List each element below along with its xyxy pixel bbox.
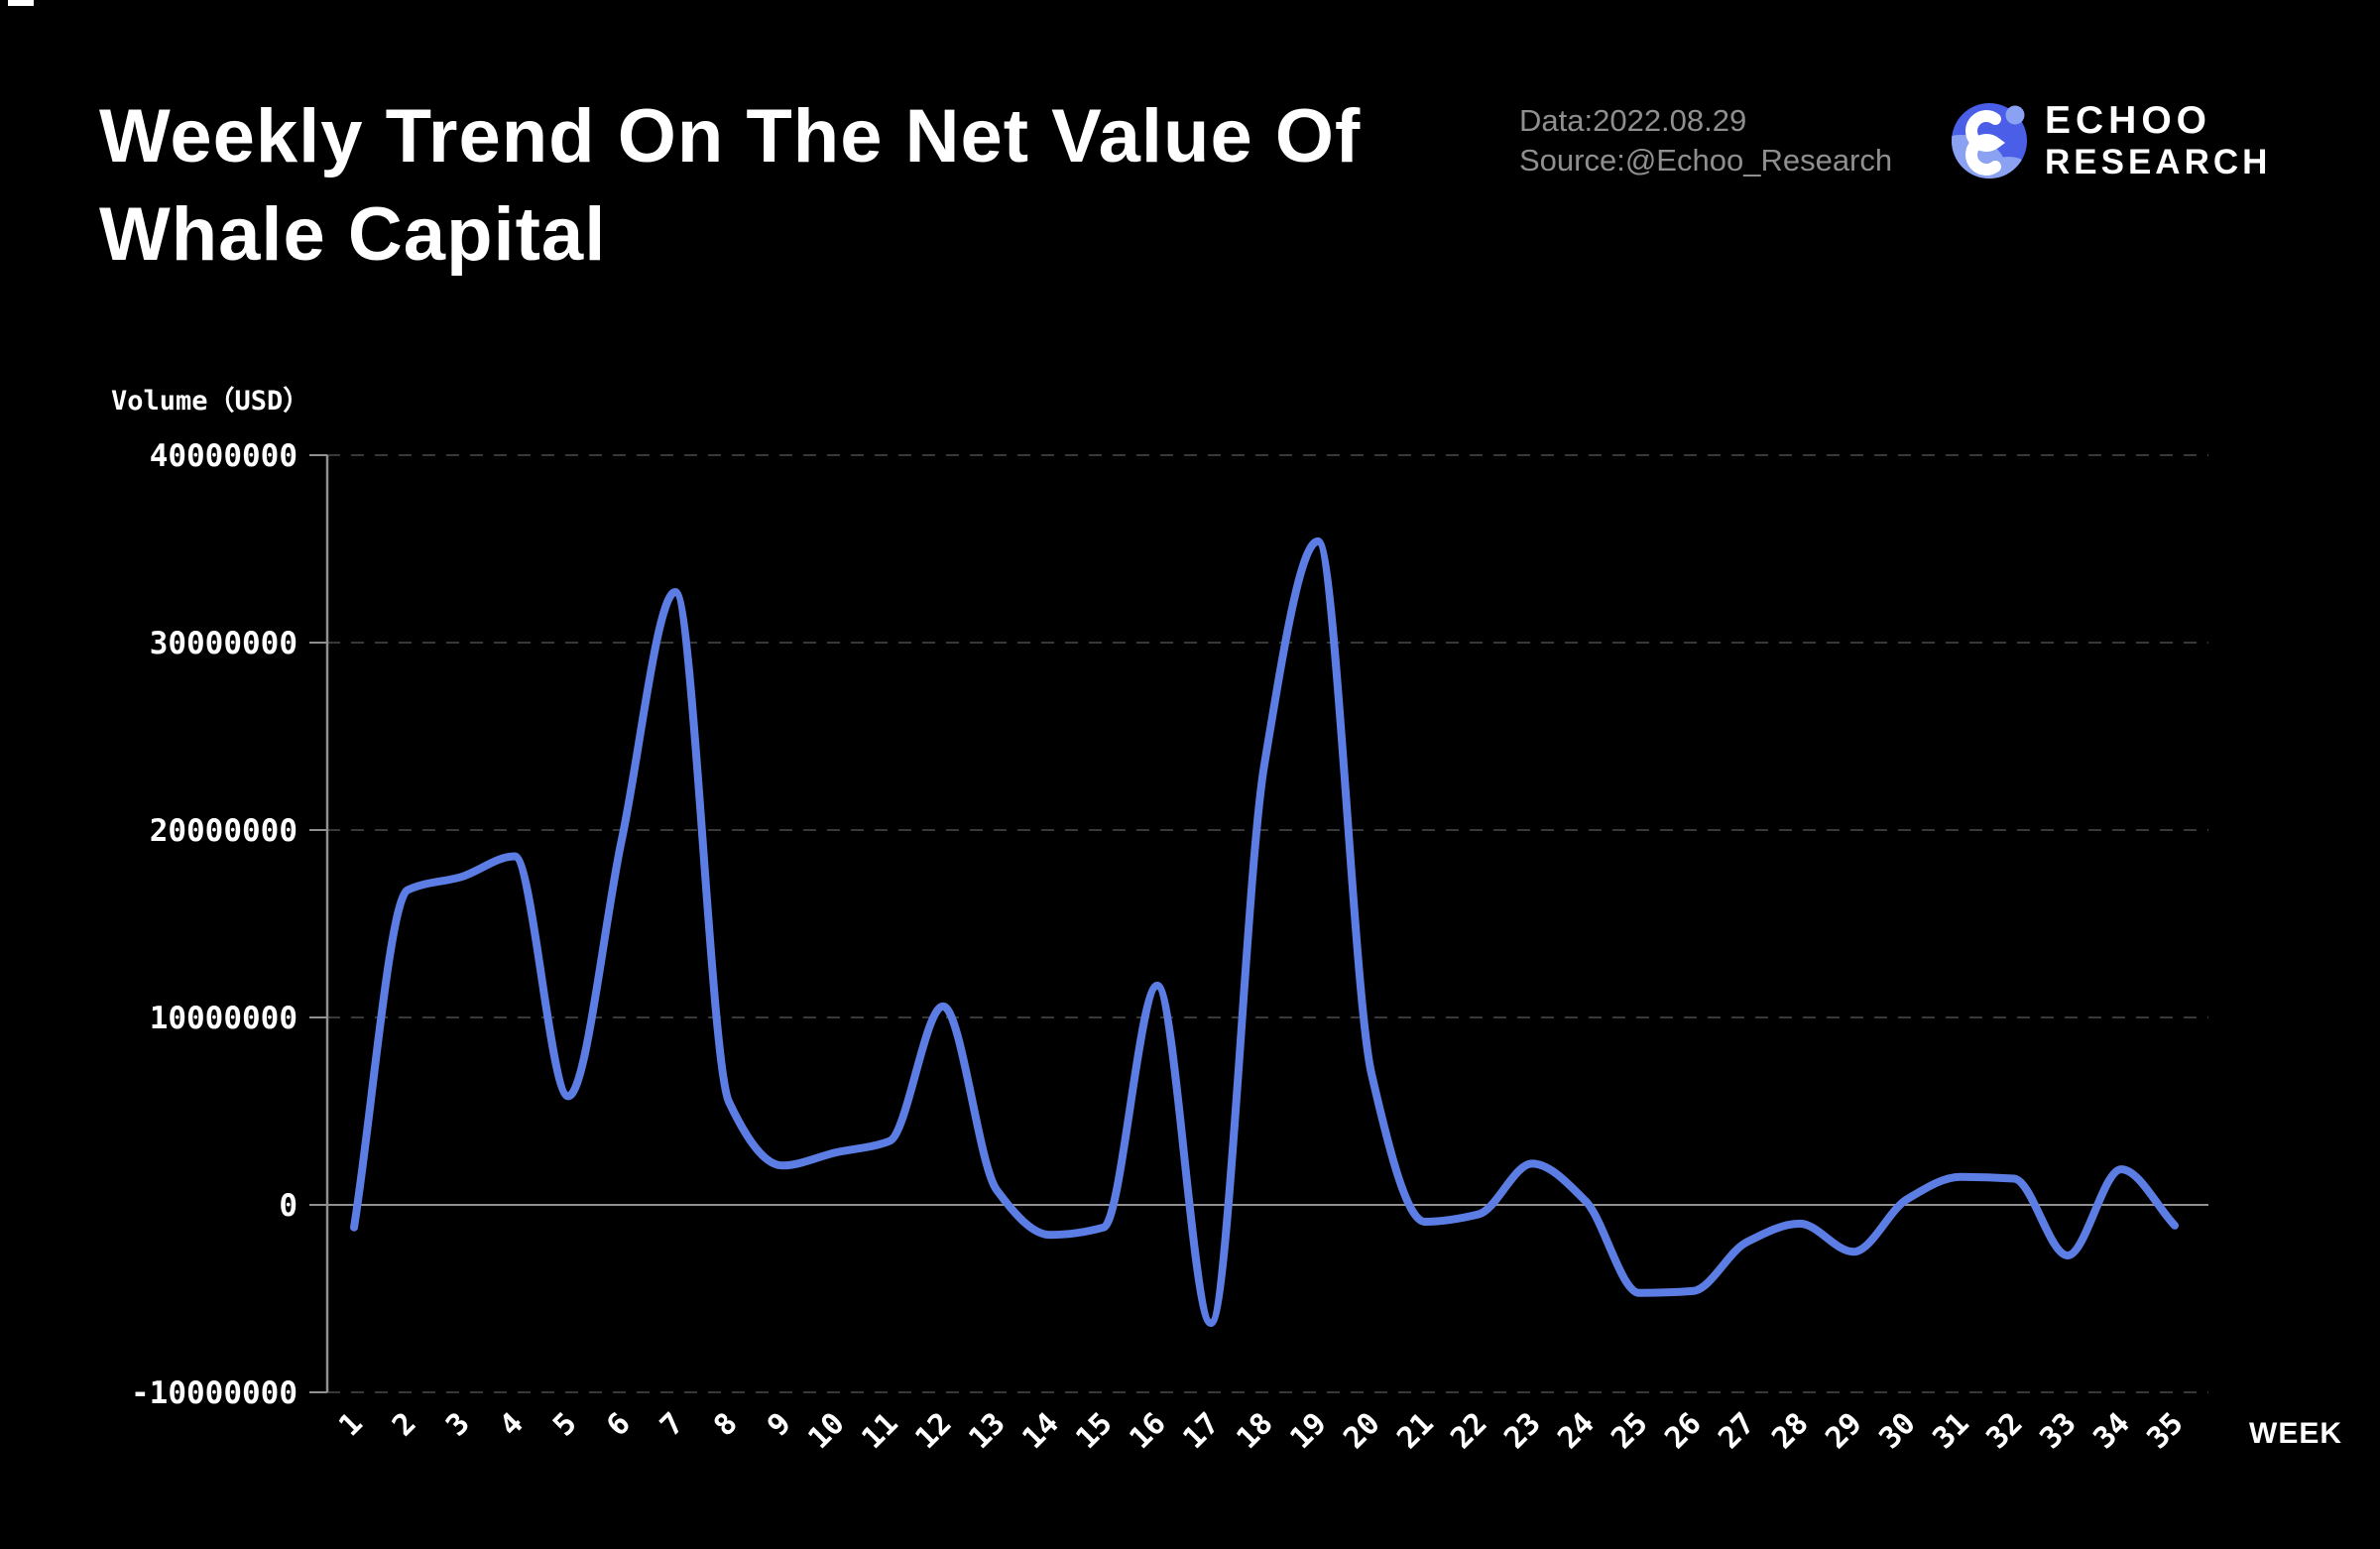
x-tick-label: 16	[1123, 1406, 1172, 1456]
x-tick-label: 9	[761, 1406, 798, 1444]
y-tick-label: -10000000	[131, 1375, 298, 1411]
x-tick-label: 14	[1015, 1406, 1065, 1456]
x-tick-label: 6	[600, 1406, 638, 1444]
brand-name-line2: RESEARCH	[2045, 143, 2272, 181]
x-tick-label: 19	[1283, 1406, 1333, 1456]
x-tick-label: 29	[1819, 1406, 1868, 1456]
x-tick-label: 33	[2033, 1406, 2082, 1456]
x-tick-label: 28	[1765, 1406, 1815, 1456]
x-tick-label: 31	[1926, 1406, 1975, 1456]
y-tick-label: 20000000	[150, 813, 298, 849]
x-tick-label: 32	[1979, 1406, 2029, 1456]
data-date-label: Data:2022.08.29	[1519, 103, 1747, 138]
x-tick-label: 2	[386, 1406, 423, 1444]
x-tick-label: 1	[332, 1406, 370, 1444]
page-title-line1: Weekly Trend On The Net Value Of	[99, 94, 1362, 179]
data-series-line	[350, 536, 2179, 1328]
chart-meta: Data:2022.08.29 Source:@Echoo_Research	[1519, 101, 1892, 180]
page-title-line2: Whale Capital	[99, 192, 607, 277]
x-tick-label: 12	[908, 1406, 958, 1456]
x-tick-label: 22	[1444, 1406, 1493, 1456]
x-tick-label: 35	[2140, 1406, 2190, 1456]
y-tick-label: 10000000	[150, 1001, 298, 1036]
x-tick-label: 8	[707, 1406, 745, 1444]
x-tick-label: 3	[439, 1406, 477, 1444]
x-tick-label: 7	[654, 1406, 691, 1444]
x-tick-label: 30	[1872, 1406, 1922, 1456]
y-tick-label: 30000000	[150, 626, 298, 661]
x-tick-label: 20	[1337, 1406, 1386, 1456]
x-tick-label: 34	[2086, 1406, 2136, 1456]
page-title: Weekly Trend On The Net Value Of Whale C…	[99, 87, 1361, 284]
x-tick-label: 4	[493, 1406, 531, 1444]
x-tick-label: 11	[855, 1406, 904, 1456]
y-tick-label: 40000000	[150, 438, 298, 474]
source-label: Source:@Echoo_Research	[1519, 143, 1893, 178]
x-tick-label: 23	[1497, 1406, 1547, 1456]
x-tick-label: 24	[1551, 1406, 1601, 1456]
x-tick-label: 10	[801, 1406, 851, 1456]
brand-wordmark: ECHOO RESEARCH	[2045, 99, 2271, 182]
x-tick-label: 5	[546, 1406, 584, 1444]
echoo-logo-icon	[1946, 91, 2035, 199]
y-tick-label: 0	[279, 1188, 298, 1224]
x-tick-label: 26	[1658, 1406, 1708, 1456]
screen-edge-artifact	[8, 0, 34, 6]
x-tick-label: 15	[1069, 1406, 1119, 1456]
x-tick-label: 13	[962, 1406, 1012, 1456]
brand-name-line1: ECHOO	[2045, 99, 2212, 142]
x-axis-title: WEEK	[2249, 1417, 2342, 1450]
x-tick-label: 27	[1712, 1406, 1761, 1456]
x-tick-label: 18	[1230, 1406, 1279, 1456]
y-axis-title: Volume（USD）	[111, 386, 310, 417]
x-tick-label: 17	[1176, 1406, 1226, 1456]
x-tick-label: 21	[1390, 1406, 1440, 1456]
x-tick-label: 25	[1605, 1406, 1654, 1456]
